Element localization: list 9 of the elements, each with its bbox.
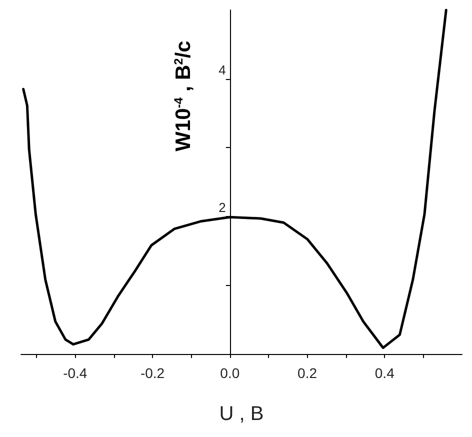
x-axis-title: U , В bbox=[219, 403, 264, 425]
x-tick-label: 0.0 bbox=[220, 365, 240, 381]
x-tick-label: -0.4 bbox=[63, 365, 88, 381]
y-axis-title: W10-4 , В2/с bbox=[171, 40, 195, 152]
x-tick-label: -0.2 bbox=[140, 365, 165, 381]
x-tick-label: 0.4 bbox=[374, 365, 395, 381]
y-tick-label: 4 bbox=[218, 62, 226, 78]
x-tick-label: 0.2 bbox=[298, 365, 318, 381]
y-tick-label: 2 bbox=[218, 200, 226, 215]
